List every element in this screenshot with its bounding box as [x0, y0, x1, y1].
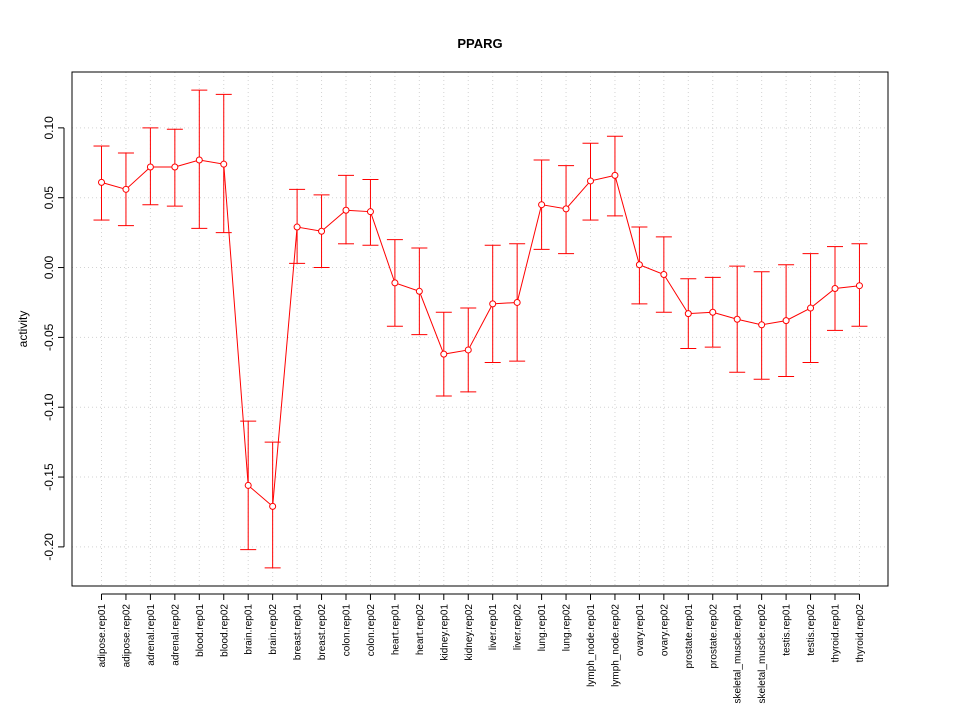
line-layer — [101, 159, 860, 508]
x-tick-label: skeletal_muscle.rep01 — [733, 604, 744, 704]
x-tick-label: heart.rep01 — [390, 604, 401, 656]
data-point — [758, 321, 766, 329]
x-tick-label: adipose.rep02 — [121, 604, 132, 668]
x-tick-label: prostate.rep01 — [684, 604, 695, 669]
data-point — [415, 287, 423, 295]
y-axis-title: activity — [16, 311, 30, 348]
y-tick-label: -0.10 — [42, 393, 56, 421]
data-point — [244, 481, 252, 489]
x-tick-label: kidney.rep02 — [464, 604, 475, 661]
data-point — [611, 171, 619, 179]
x-tick-label: colon.rep02 — [366, 604, 377, 657]
data-point — [855, 282, 863, 290]
x-tick-label: colon.rep01 — [342, 604, 353, 657]
data-point — [293, 223, 301, 231]
data-point — [318, 227, 326, 235]
x-tick-label: adrenal.rep02 — [170, 604, 181, 666]
data-point — [733, 315, 741, 323]
x-tick-label: ovary.rep01 — [635, 604, 646, 657]
x-tick-label: testis.rep02 — [806, 604, 817, 656]
data-point — [464, 346, 472, 354]
data-point — [220, 160, 228, 168]
data-point — [98, 178, 105, 186]
y-tick-label: -0.05 — [42, 323, 56, 351]
x-tick-label: brain.rep02 — [268, 604, 279, 655]
data-point — [513, 298, 521, 306]
x-tick-label: liver.rep01 — [488, 604, 499, 651]
data-point — [538, 201, 546, 209]
x-tick-label: thyroid.rep01 — [831, 604, 842, 663]
data-point — [782, 317, 790, 325]
chart-title: PPARG — [457, 36, 502, 51]
x-tick-label: brain.rep01 — [244, 604, 255, 655]
x-tick-label: skeletal_muscle.rep02 — [757, 604, 768, 704]
data-point — [195, 156, 203, 164]
x-tick-label: blood.rep01 — [195, 604, 206, 657]
data-point — [807, 304, 815, 312]
data-point — [831, 284, 839, 292]
data-point — [366, 208, 374, 216]
x-tick-label: prostate.rep02 — [708, 604, 719, 669]
x-tick-label: kidney.rep01 — [439, 604, 450, 661]
data-point — [342, 206, 350, 214]
data-point — [684, 310, 692, 318]
data-point — [489, 300, 497, 308]
x-tick-label: testis.rep01 — [782, 604, 793, 656]
x-tick-label: heart.rep02 — [415, 604, 426, 656]
data-point — [635, 261, 643, 269]
x-tick-label: ovary.rep02 — [659, 604, 670, 657]
data-point — [391, 279, 399, 287]
point-layer — [98, 156, 863, 510]
axis-layer: -0.20 -0.15 -0.10 -0.05 0.00 0.05 0.10 adipose.… — [42, 116, 866, 704]
data-point — [269, 502, 277, 510]
data-point — [562, 205, 570, 213]
y-tick-label: 0.10 — [42, 116, 56, 140]
data-point — [122, 185, 130, 193]
x-tick-label: lymph_node.rep02 — [610, 604, 621, 687]
x-tick-label: adipose.rep01 — [97, 604, 108, 668]
x-tick-label: lymph_node.rep01 — [586, 604, 597, 687]
plot-border — [71, 71, 889, 587]
y-tick-label: 0.05 — [42, 186, 56, 210]
y-tick-label: -0.20 — [42, 533, 56, 561]
y-tick-label: -0.15 — [42, 463, 56, 491]
data-point — [440, 350, 448, 358]
data-point — [587, 177, 594, 185]
x-tick-label: thyroid.rep02 — [855, 604, 866, 663]
x-tick-label: breast.rep01 — [293, 604, 304, 661]
y-tick-label: 0.00 — [42, 256, 56, 280]
x-tick-label: blood.rep02 — [219, 604, 230, 657]
x-tick-label: lung.rep01 — [537, 604, 548, 652]
data-point — [171, 163, 179, 171]
x-tick-label: lung.rep02 — [562, 604, 573, 652]
data-point — [146, 163, 154, 171]
data-point — [660, 271, 668, 279]
x-tick-label: liver.rep02 — [513, 604, 524, 651]
x-tick-label: breast.rep02 — [317, 604, 328, 661]
x-tick-label: adrenal.rep01 — [146, 604, 157, 666]
series-line — [101, 159, 860, 508]
data-point — [709, 308, 717, 316]
